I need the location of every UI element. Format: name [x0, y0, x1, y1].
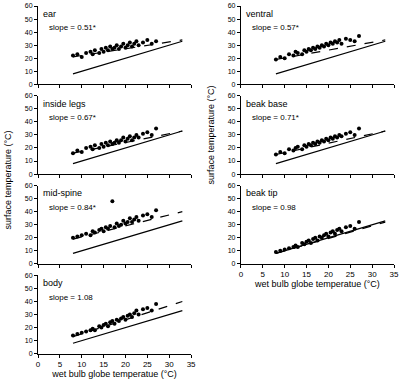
- svg-text:10: 10: [228, 68, 236, 75]
- svg-text:50: 50: [25, 195, 33, 202]
- svg-text:0: 0: [29, 81, 33, 88]
- svg-text:10: 10: [228, 247, 236, 254]
- svg-text:beak tip: beak tip: [246, 188, 278, 198]
- svg-text:10: 10: [25, 247, 33, 254]
- svg-text:25: 25: [346, 270, 355, 279]
- svg-text:20: 20: [228, 55, 236, 62]
- svg-text:60: 60: [228, 182, 236, 189]
- svg-text:60: 60: [25, 182, 33, 189]
- svg-text:surface temperature (°C): surface temperature (°C): [3, 130, 13, 229]
- svg-text:slope = 0.57*: slope = 0.57*: [252, 23, 299, 32]
- svg-text:25: 25: [143, 360, 152, 369]
- svg-text:20: 20: [324, 270, 333, 279]
- svg-text:40: 40: [25, 208, 33, 215]
- svg-text:50: 50: [228, 105, 236, 112]
- svg-text:10: 10: [25, 337, 33, 344]
- svg-text:15: 15: [302, 270, 311, 279]
- svg-text:0: 0: [36, 360, 41, 369]
- svg-text:50: 50: [25, 105, 33, 112]
- svg-text:60: 60: [25, 272, 33, 279]
- svg-text:slope = 0.51*: slope = 0.51*: [49, 23, 96, 32]
- svg-text:20: 20: [25, 55, 33, 62]
- svg-text:0: 0: [239, 270, 244, 279]
- svg-text:5: 5: [261, 270, 266, 279]
- svg-text:0: 0: [232, 81, 236, 88]
- svg-text:0: 0: [232, 171, 236, 178]
- svg-text:10: 10: [77, 360, 86, 369]
- svg-text:10: 10: [228, 157, 236, 164]
- svg-text:5: 5: [58, 360, 63, 369]
- svg-text:inside legs: inside legs: [43, 99, 86, 109]
- svg-text:slope = 1.08: slope = 1.08: [49, 293, 93, 302]
- svg-text:10: 10: [25, 157, 33, 164]
- svg-text:30: 30: [228, 42, 236, 49]
- svg-text:20: 20: [25, 324, 33, 331]
- svg-text:35: 35: [390, 270, 399, 279]
- svg-text:30: 30: [368, 270, 377, 279]
- svg-text:mid-spine: mid-spine: [43, 188, 82, 198]
- svg-text:30: 30: [25, 221, 33, 228]
- svg-text:40: 40: [25, 29, 33, 36]
- svg-text:30: 30: [165, 360, 174, 369]
- svg-text:30: 30: [228, 131, 236, 138]
- svg-text:35: 35: [187, 360, 196, 369]
- svg-text:ear: ear: [43, 9, 56, 19]
- svg-text:30: 30: [228, 221, 236, 228]
- svg-text:30: 30: [25, 311, 33, 318]
- svg-text:body: body: [43, 278, 63, 288]
- svg-text:20: 20: [25, 144, 33, 151]
- svg-text:60: 60: [25, 2, 33, 9]
- svg-text:0: 0: [232, 260, 236, 267]
- svg-text:ventral: ventral: [246, 9, 273, 19]
- svg-text:50: 50: [228, 195, 236, 202]
- svg-text:surface temperature (°C): surface temperature (°C): [206, 85, 216, 184]
- svg-text:20: 20: [228, 234, 236, 241]
- svg-text:15: 15: [99, 360, 108, 369]
- svg-text:slope = 0.71*: slope = 0.71*: [252, 113, 299, 122]
- svg-text:slope = 0.84*: slope = 0.84*: [49, 203, 96, 212]
- svg-text:slope = 0.67*: slope = 0.67*: [49, 113, 96, 122]
- svg-text:10: 10: [280, 270, 289, 279]
- svg-text:20: 20: [228, 144, 236, 151]
- svg-text:beak base: beak base: [246, 99, 288, 109]
- svg-text:50: 50: [25, 15, 33, 22]
- svg-text:10: 10: [25, 68, 33, 75]
- svg-text:wet bulb globe temperatue (°C): wet bulb globe temperatue (°C): [51, 369, 177, 379]
- svg-text:20: 20: [25, 234, 33, 241]
- svg-text:40: 40: [25, 298, 33, 305]
- svg-text:30: 30: [25, 42, 33, 49]
- svg-text:20: 20: [121, 360, 130, 369]
- svg-text:40: 40: [228, 29, 236, 36]
- svg-text:60: 60: [25, 92, 33, 99]
- svg-text:50: 50: [228, 15, 236, 22]
- svg-text:0: 0: [29, 260, 33, 267]
- svg-text:0: 0: [29, 350, 33, 357]
- svg-text:slope = 0.98: slope = 0.98: [252, 203, 296, 212]
- svg-text:0: 0: [29, 171, 33, 178]
- svg-text:40: 40: [228, 118, 236, 125]
- svg-text:50: 50: [25, 285, 33, 292]
- svg-text:wet bulb globe temperatue (°C): wet bulb globe temperatue (°C): [254, 279, 380, 289]
- svg-text:60: 60: [228, 2, 236, 9]
- svg-text:40: 40: [25, 118, 33, 125]
- svg-text:40: 40: [228, 208, 236, 215]
- svg-text:60: 60: [228, 92, 236, 99]
- svg-text:30: 30: [25, 131, 33, 138]
